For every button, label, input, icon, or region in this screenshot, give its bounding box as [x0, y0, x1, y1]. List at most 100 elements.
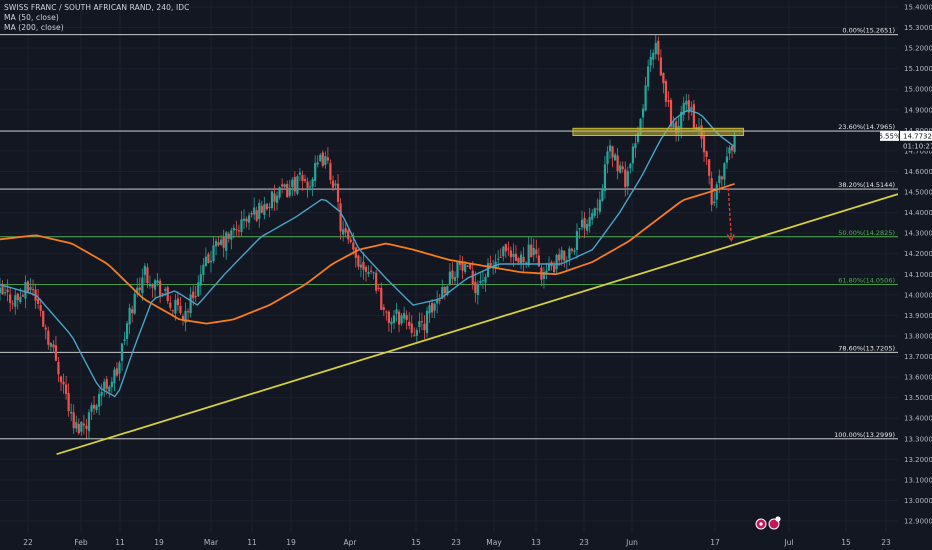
candle-body [250, 213, 253, 215]
candle-body [392, 315, 396, 323]
candle-body [148, 284, 152, 287]
candle-body [336, 183, 340, 202]
price-axis[interactable]: 15.4000 15.3000 15.2000 15.1000 15.0000 14.90… [898, 0, 932, 550]
candle-body [194, 296, 197, 298]
candle-body [19, 296, 22, 303]
price-tick-label: 12.9000 [904, 518, 932, 526]
candle-body [486, 263, 490, 278]
candle-body [222, 237, 225, 248]
candle-body [308, 186, 312, 188]
candle-body [293, 176, 296, 192]
candle-body [75, 422, 78, 429]
price-tick-label: 13.8000 [904, 332, 932, 340]
candle-body [662, 72, 665, 84]
price-tags: 6.55% 14.7732 01:10:27 [878, 130, 932, 151]
time-tick-label: 15 [841, 538, 851, 547]
candle-body [306, 181, 309, 188]
candle-body [664, 81, 668, 102]
price-tick-label: 14.9000 [904, 106, 932, 114]
candle-body [631, 146, 634, 164]
ma200-legend: MA (200, close) [4, 23, 64, 32]
price-tick-label: 15.3000 [904, 24, 932, 32]
candle-body [324, 156, 327, 165]
candle-body [31, 289, 35, 291]
candle-body [555, 255, 558, 270]
candle-body [730, 146, 734, 151]
candle-body [59, 376, 63, 383]
candle-body [321, 152, 324, 166]
candle-body [720, 176, 723, 180]
candle-body [235, 229, 238, 231]
candle-body [0, 287, 2, 293]
candle-body [263, 204, 266, 215]
candle-body [47, 330, 50, 345]
candle-body [161, 293, 164, 295]
candle-body [425, 310, 429, 333]
candle-body [189, 294, 192, 314]
candle-body [253, 207, 256, 215]
chart-legend: SWISS FRANC / SOUTH AFRICAN RAND, 240, I… [4, 3, 189, 33]
candle-body [138, 287, 141, 291]
candle-body [588, 217, 591, 227]
candle-body [39, 305, 42, 311]
candle-body [573, 250, 576, 252]
candle-body [453, 277, 457, 281]
candle-body [87, 412, 91, 432]
candle-body [14, 295, 17, 307]
forecast-arrow-shaft [727, 187, 732, 238]
price-tick-label: 14.1000 [904, 271, 932, 279]
candle-body [288, 187, 291, 196]
price-tick-label: 13.5000 [904, 394, 932, 402]
moving-averages [0, 109, 736, 398]
candle-body [232, 227, 235, 231]
candle-body [423, 323, 426, 331]
candle-body [675, 121, 678, 134]
candle-body [98, 394, 101, 407]
candle-body [563, 250, 566, 261]
candle-body [316, 162, 319, 165]
candle-body [85, 425, 88, 429]
candle-body [281, 184, 284, 187]
candle-body [509, 250, 512, 258]
candle-body [652, 52, 655, 60]
candle-body [349, 239, 352, 243]
candle-body [606, 151, 609, 165]
change-tag-bg [880, 130, 899, 141]
price-tick-label: 14.3000 [904, 230, 932, 238]
candle-body [133, 293, 136, 314]
candle-body [451, 270, 454, 279]
time-tick-label: 23 [881, 538, 891, 547]
candle-body [611, 146, 614, 158]
time-tick-label: Jul [783, 538, 793, 547]
candle-body [57, 361, 60, 375]
candle-body [367, 272, 370, 275]
candle-body [558, 254, 561, 261]
candle-body [164, 289, 167, 291]
alert-icon[interactable] [768, 518, 780, 530]
candle-body [174, 300, 177, 314]
candle-body [624, 169, 627, 188]
candle-body [580, 219, 584, 228]
fib-label: 0.00%(15.2651) [842, 27, 895, 35]
candle-body [110, 381, 113, 388]
candle-body [603, 164, 607, 192]
candle-body [687, 100, 690, 113]
candle-body [67, 393, 70, 412]
candle-body [405, 315, 408, 320]
time-axis[interactable]: 22 Feb 11 19 Mar 11 19 Apr 15 23 May 13 23 Jun 17 Jul 15… [23, 538, 891, 547]
candle-body [397, 311, 401, 325]
candle-body [186, 311, 190, 313]
candle-body [418, 321, 421, 328]
candle-body [522, 256, 525, 263]
candle-body [634, 143, 637, 149]
price-tick-label: 13.1000 [904, 476, 932, 484]
price-axis-bg [898, 0, 932, 550]
candle-body [26, 281, 30, 292]
fib-label: 50.00%(14.2825) [838, 229, 895, 237]
candle-body [6, 289, 9, 293]
chart-icons[interactable] [755, 516, 781, 530]
candle-body [268, 206, 271, 208]
candle-body [153, 280, 157, 290]
candle-body [237, 230, 241, 232]
